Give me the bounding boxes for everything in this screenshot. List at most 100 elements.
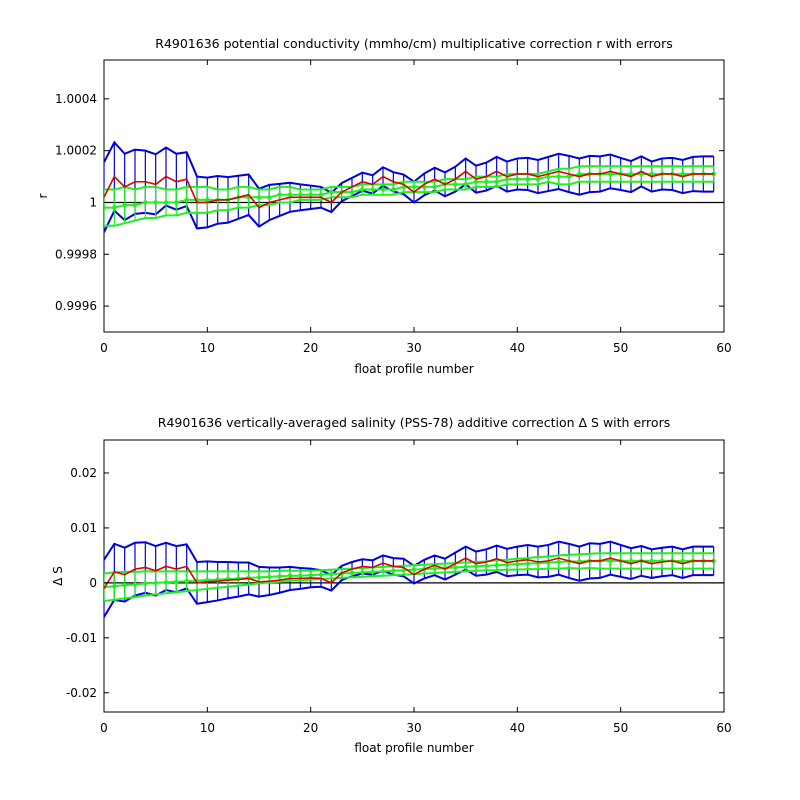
raw-correction-line (104, 557, 714, 589)
fit-point (370, 569, 375, 575)
plot-data (104, 140, 724, 233)
fit-point (494, 179, 499, 184)
fit-point (525, 561, 530, 566)
y-tick-label: -0.02 (66, 686, 97, 700)
x-tick-label: 40 (510, 341, 525, 355)
x-tick-label: 30 (406, 721, 421, 735)
x-tick-label: 30 (406, 341, 421, 355)
fit-point (267, 195, 272, 200)
fit-point (298, 192, 303, 197)
fit-point (453, 182, 458, 187)
chart-title: R4901636 potential conductivity (mmho/cm… (155, 36, 672, 51)
x-tick-label: 60 (716, 721, 731, 735)
plot-data (104, 540, 724, 618)
fit-point (287, 573, 293, 578)
fit-point (132, 582, 138, 587)
fit-point (680, 558, 685, 564)
fit-point (380, 569, 386, 574)
fit-point (380, 187, 386, 192)
conductivity-correction-panel: 0 10 20 30 40 50 60 0.9996 0.9998 1 1.0002 1.0004 R4… (36, 36, 732, 376)
fit-point (566, 174, 572, 179)
y-tick-label: 0.9996 (55, 299, 97, 313)
fit-point (163, 580, 169, 585)
fit-point (577, 171, 582, 177)
fit-point (370, 187, 375, 192)
fit-point (484, 179, 489, 184)
fit-point (608, 171, 613, 177)
x-tick-label: 20 (303, 341, 318, 355)
fit-point (298, 573, 303, 578)
y-axis-label: r (36, 193, 50, 198)
fit-point (391, 187, 396, 192)
x-tick-label: 10 (200, 341, 215, 355)
fit-point (112, 583, 117, 589)
fit-point (680, 171, 685, 177)
fit-point (349, 570, 355, 576)
x-tick-label: 0 (100, 721, 108, 735)
fit-point (143, 581, 148, 586)
fit-point (494, 563, 499, 568)
fit-point (639, 171, 644, 177)
fit-point (349, 189, 355, 195)
fit-point (432, 184, 437, 190)
fit-lower-envelope (104, 180, 714, 227)
fit-point (318, 192, 324, 197)
fit-point (649, 171, 654, 177)
fit-point (174, 200, 179, 205)
fit-point (473, 564, 479, 569)
fit-point (411, 184, 417, 190)
fit-point (256, 195, 262, 200)
fit-point (132, 202, 138, 208)
y-tick-label: 0 (89, 576, 97, 590)
fit-point (515, 561, 520, 567)
x-tick-label: 10 (200, 721, 215, 735)
fit-upper-envelope (104, 165, 714, 191)
chart-title: R4901636 vertically-averaged salinity (P… (158, 415, 670, 430)
error-lower-envelope (104, 183, 714, 233)
fit-point (329, 571, 334, 577)
fit-point (143, 200, 148, 205)
fit-point (329, 189, 334, 195)
fit-point (608, 558, 613, 564)
fit-point (174, 579, 179, 584)
fit-upper-envelope (104, 552, 714, 575)
fit-point (411, 567, 417, 572)
x-axis-label: float profile number (354, 741, 473, 755)
fit-point (163, 200, 169, 205)
x-tick-label: 40 (510, 721, 525, 735)
fit-point (535, 176, 541, 182)
y-tick-label: 1.0002 (55, 144, 97, 158)
fit-point (122, 202, 127, 208)
fit-series (104, 552, 716, 602)
x-tick-label: 20 (303, 721, 318, 735)
y-tick-label: 0.9998 (55, 247, 97, 261)
y-tick-label: -0.01 (66, 631, 97, 645)
y-axis-label: Δ S (51, 566, 65, 586)
fit-point (504, 562, 510, 567)
y-tick-label: 1.0004 (55, 92, 97, 106)
fit-point (453, 565, 458, 570)
fit-point (122, 582, 127, 588)
fit-point (473, 179, 479, 184)
salinity-correction-panel: 0 10 20 30 40 50 60 -0.02 -0.01 0 0.01 0.02 R4901636… (51, 415, 732, 755)
fit-point (432, 566, 437, 571)
fit-point (112, 205, 117, 210)
fit-point (628, 171, 634, 177)
fit-point (256, 575, 262, 580)
fit-point (205, 197, 210, 203)
fit-point (546, 174, 551, 179)
fit-point (360, 570, 365, 575)
x-tick-label: 60 (716, 341, 731, 355)
x-tick-label: 50 (613, 341, 628, 355)
fit-point (556, 174, 561, 179)
x-axis-label: float profile number (354, 362, 473, 376)
fit-point (504, 176, 510, 182)
raw-correction-line (104, 170, 714, 209)
fit-lower-envelope (104, 567, 714, 602)
fit-point (277, 574, 282, 579)
fit-point (515, 176, 520, 182)
fit-point (525, 176, 530, 182)
fit-point (184, 197, 189, 203)
y-tick-label: 0.02 (70, 466, 97, 480)
